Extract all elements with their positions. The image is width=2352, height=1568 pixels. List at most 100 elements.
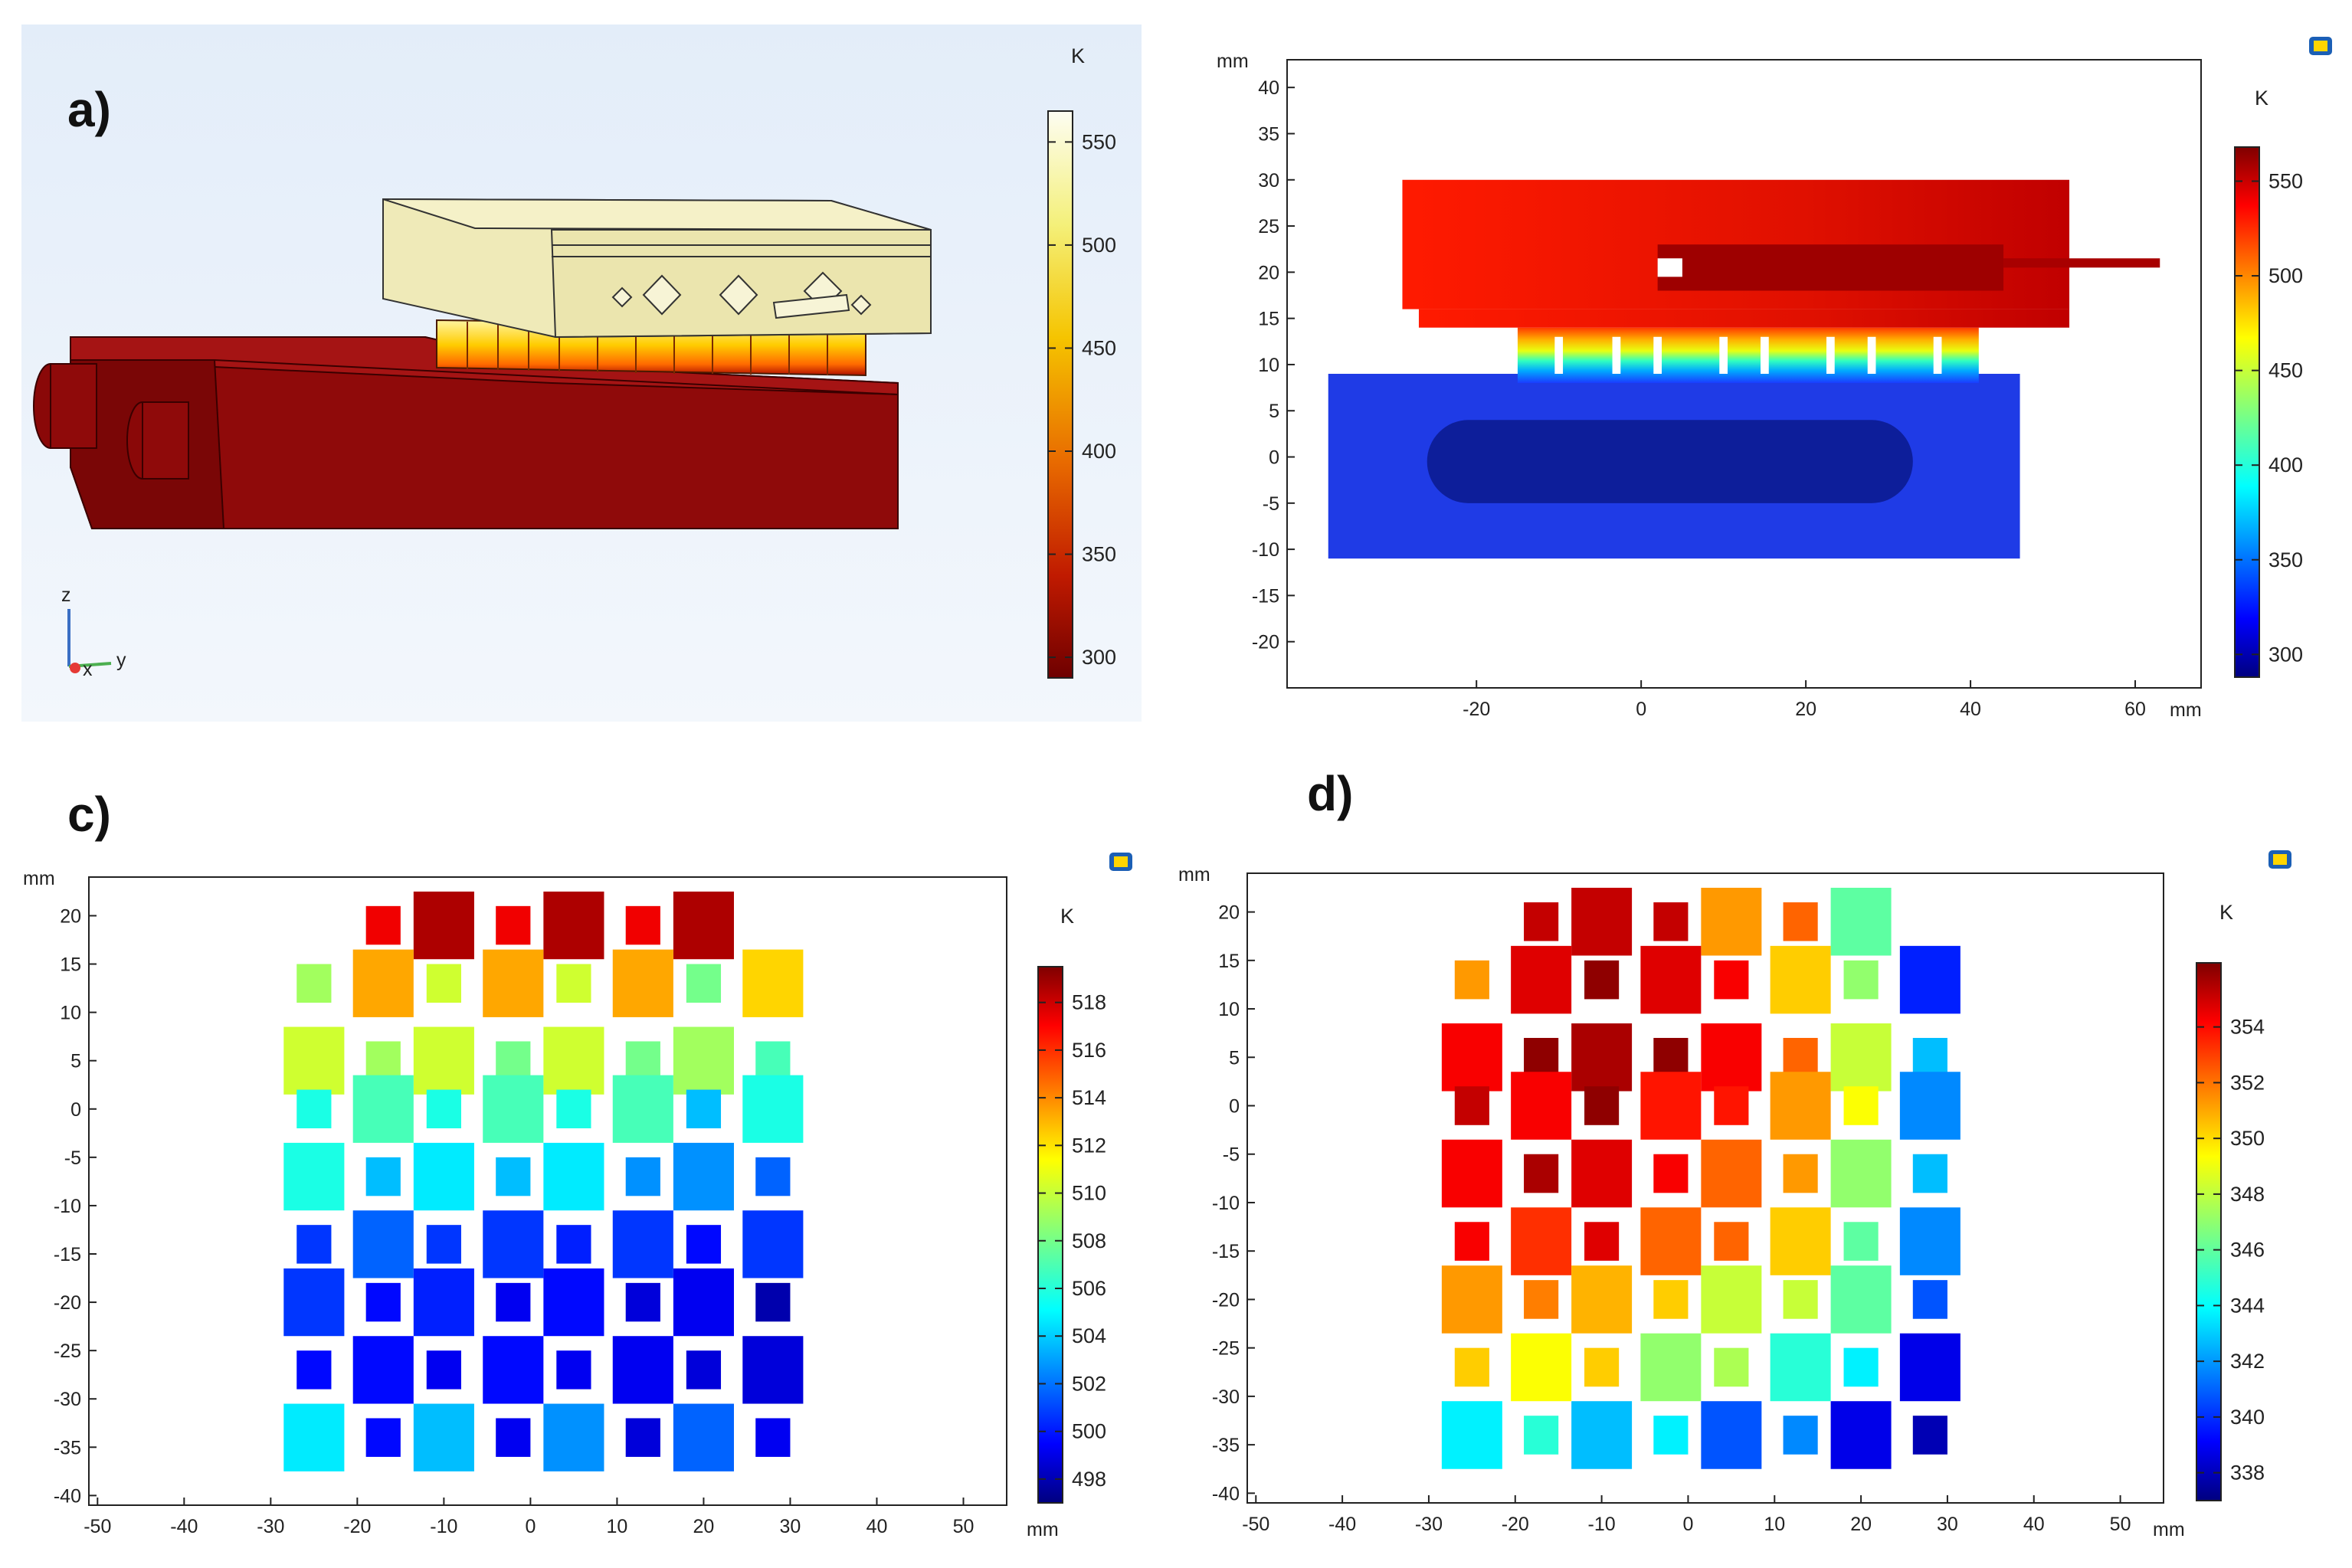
pad-cell	[413, 1142, 474, 1211]
colorbar-d: K 354 352 350 348 346 344 342 340 338	[2196, 901, 2265, 1501]
colorbar-tick-label: 352	[2230, 1071, 2265, 1094]
pad-cell	[556, 1350, 591, 1390]
pad-cell	[1571, 1139, 1633, 1208]
pad-cell	[365, 1157, 401, 1196]
pad-cell	[1584, 1347, 1620, 1387]
pad-cell	[413, 1268, 474, 1337]
pad-cell	[673, 1268, 734, 1337]
x-tick-label: 20	[693, 1516, 715, 1537]
x-tick-label: 20	[1850, 1514, 1872, 1535]
pad-cell	[1912, 1154, 1947, 1193]
colorbar-tick-label: 550	[2268, 169, 2303, 192]
pad-cell	[1454, 1086, 1489, 1125]
y-tick-label: 10	[1258, 355, 1279, 376]
panel-a-label: a)	[67, 82, 111, 137]
pad-cell	[1701, 887, 1762, 956]
colorbar-tick-label: 510	[1072, 1182, 1106, 1205]
colorbar-tick-label: 300	[2268, 643, 2303, 666]
colorbar-tick-label: 450	[2268, 359, 2303, 382]
pad-cell	[413, 1403, 474, 1471]
pad-cell	[352, 949, 414, 1017]
pad-cell	[1830, 1265, 1892, 1334]
heater-rod	[2003, 258, 2160, 268]
pad-cell	[1770, 1207, 1831, 1275]
pin-gap	[1933, 336, 1942, 374]
x-unit-b: mm	[2170, 699, 2202, 721]
pad-cell	[543, 891, 604, 960]
pin-gap	[1760, 336, 1769, 374]
pad-cell	[1653, 902, 1689, 941]
y-tick-label: -30	[54, 1389, 81, 1410]
y-tick-label: 5	[1229, 1047, 1240, 1069]
y-tick-label: -5	[1263, 493, 1279, 515]
y-tick-label: 25	[1258, 216, 1279, 237]
pad-cell	[625, 1282, 660, 1322]
colorbar-tick-label: 350	[2230, 1127, 2265, 1150]
pad-cell	[1571, 1023, 1633, 1092]
colorbar-tick-label: 504	[1072, 1324, 1106, 1347]
pad-cell	[1584, 1086, 1620, 1125]
pad-cell	[742, 1210, 804, 1278]
corner-icon-b	[2309, 37, 2332, 55]
y-tick-label: -40	[54, 1485, 81, 1507]
pad-cell	[413, 891, 474, 960]
panel-d-label: d)	[1307, 766, 1353, 821]
pin-gap	[1653, 336, 1662, 374]
pad-cell	[496, 1041, 531, 1080]
axis-triad: z x y	[61, 584, 126, 680]
y-tick-label: 0	[1269, 447, 1279, 469]
pad-cell	[483, 949, 544, 1017]
y-tick-label: 35	[1258, 123, 1279, 145]
pad-cell	[1899, 945, 1961, 1014]
corner-icon-c	[1109, 853, 1132, 871]
colorbar-tick-label: 350	[2268, 548, 2303, 571]
pad-cell	[673, 891, 734, 960]
pad-cell	[556, 1225, 591, 1264]
pad-cell	[1571, 887, 1633, 956]
x-tick-label: -30	[257, 1516, 284, 1537]
pad-cell	[1783, 1154, 1818, 1193]
pad-cell	[1454, 1347, 1489, 1387]
pad-cell	[1912, 1416, 1947, 1455]
pad-cell	[755, 1157, 791, 1196]
colorbar-tick-label: 300	[1082, 646, 1116, 669]
panel-c-label: c)	[67, 787, 111, 842]
axis-triad-y-label: y	[116, 650, 126, 671]
y-tick-label: -25	[1212, 1338, 1240, 1360]
pad-cell	[1511, 1333, 1572, 1402]
pad-cell	[426, 1089, 461, 1128]
pad-cell	[1511, 1207, 1572, 1275]
pad-cell	[296, 1225, 332, 1264]
panel-d: d) -50 -40 -30 -20 -10 0 10 20 30 40 5020151050-5-…	[1178, 766, 2291, 1540]
pad-cell	[1912, 1037, 1947, 1077]
pad-cell	[1843, 1222, 1879, 1261]
pad-cell	[612, 1075, 673, 1143]
pad-cell	[673, 1403, 734, 1471]
pad-cell	[1701, 1401, 1762, 1469]
pad-cell	[1524, 1416, 1559, 1455]
pin-gap	[1867, 336, 1876, 374]
pad-cell	[365, 1041, 401, 1080]
pad-cell	[1843, 1347, 1879, 1387]
pad-cell	[755, 1418, 791, 1457]
y-tick-label: -10	[54, 1196, 81, 1217]
pad-cell	[543, 1142, 604, 1211]
x-tick-label: 0	[525, 1516, 536, 1537]
x-tick-label: -30	[1415, 1514, 1443, 1535]
y-tick-label: -10	[1252, 539, 1279, 561]
x-tick-label: 40	[866, 1516, 888, 1537]
colorbar-d-unit: K	[2219, 901, 2233, 924]
cooling-channel	[1427, 420, 1913, 503]
pad-cell	[1830, 1023, 1892, 1092]
pad-cell	[1511, 1072, 1572, 1140]
pad-cell	[742, 949, 804, 1017]
pin-gap	[1826, 336, 1835, 374]
transition-layer	[1517, 327, 1979, 384]
hot-block-lip	[1418, 309, 2070, 328]
y-tick-label: 5	[1269, 401, 1279, 422]
pin-gap	[1612, 336, 1621, 374]
colorbar-tick-label: 500	[1072, 1420, 1106, 1443]
pad-cell	[426, 1225, 461, 1264]
x-tick-label: 30	[1937, 1514, 1958, 1535]
panel-c: c) -50 -40 -30 -20 -10 0 10 20 30 40 5020151050-5-…	[23, 787, 1132, 1540]
